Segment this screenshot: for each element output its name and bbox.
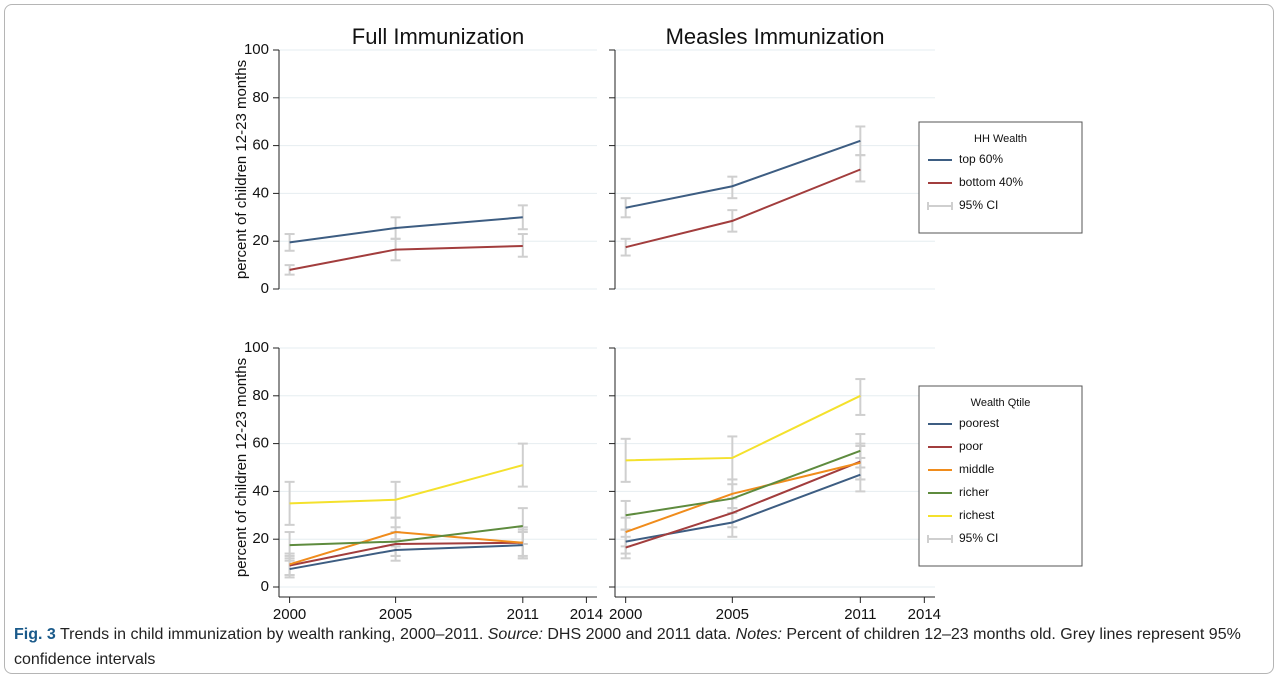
notes-label: Notes: [735, 626, 782, 643]
error-bar [855, 154, 866, 183]
legend-box [918, 385, 1083, 567]
source: DHS 2000 and 2011 data. [547, 626, 732, 643]
error-bar [517, 233, 528, 258]
caption: Fig. 3 Trends in child immunization by w… [14, 622, 1264, 672]
series-line [625, 461, 861, 533]
series-line [289, 531, 523, 566]
x-tick-label: 2000 [609, 606, 642, 620]
y-tick-label: 20 [252, 530, 269, 547]
y-tick-label: 20 [252, 232, 269, 249]
y-axis-label: percent of children 12-23 months [233, 358, 250, 577]
legend-label: top 60% [959, 152, 1003, 166]
series-line [625, 168, 861, 249]
series-line [625, 449, 861, 517]
error-bar [727, 175, 738, 200]
panel-title: Measles Immunization [666, 24, 885, 49]
x-tick-label: 2000 [273, 606, 306, 620]
legend-title: Wealth Qtile [971, 397, 1031, 409]
series-line [289, 216, 523, 244]
legend-title: HH Wealth [974, 133, 1027, 145]
legend-box [918, 121, 1083, 234]
legend-label: poorest [959, 416, 1000, 430]
series-line [289, 544, 523, 571]
series-line [625, 394, 861, 462]
frame [4, 4, 1274, 674]
y-tick-label: 80 [252, 89, 269, 106]
y-tick-label: 100 [244, 339, 269, 356]
legend-label: richest [959, 508, 995, 522]
y-axis-label: percent of children 12-23 months [233, 60, 250, 279]
y-tick-label: 0 [261, 578, 269, 595]
y-tick-label: 0 [261, 280, 269, 297]
y-tick-label: 100 [244, 41, 269, 58]
x-tick-label: 2005 [716, 606, 749, 620]
y-tick-label: 60 [252, 137, 269, 154]
legend-label: 95% CI [959, 531, 998, 545]
series-line [625, 139, 861, 209]
y-tick-label: 80 [252, 387, 269, 404]
y-tick-label: 60 [252, 435, 269, 452]
caption-text: Trends in child immunization by wealth r… [59, 626, 484, 643]
source-label: Source: [487, 626, 543, 643]
legend-label: middle [959, 462, 995, 476]
notes: Percent of children 12–23 months old. Gr… [14, 626, 1241, 668]
x-tick-label: 2005 [379, 606, 412, 620]
legend-label: 95% CI [959, 198, 998, 212]
x-tick-label: 2011 [844, 606, 876, 620]
x-tick-label: 2014 [908, 606, 941, 620]
series-line [625, 460, 861, 549]
caption-label: Fig. 3 [14, 626, 56, 643]
series-line [289, 541, 523, 567]
panel-title: Full Immunization [352, 24, 524, 49]
chart: Full Immunization percent of children 12-… [233, 24, 1083, 620]
series-line [289, 244, 523, 271]
series-line [289, 525, 523, 547]
y-tick-label: 40 [252, 184, 269, 201]
legend-label: poor [959, 439, 983, 453]
error-bar [855, 378, 866, 416]
x-tick-label: 2011 [507, 606, 539, 620]
y-tick-label: 40 [252, 482, 269, 499]
legend-ci-swatch [927, 202, 953, 210]
legend-label: richer [959, 485, 989, 499]
error-bar [620, 437, 631, 483]
error-bar [284, 531, 295, 560]
series-line [289, 464, 524, 505]
legend-ci-swatch [927, 535, 953, 543]
legend-label: bottom 40% [959, 175, 1023, 189]
x-tick-label: 2014 [570, 606, 603, 620]
